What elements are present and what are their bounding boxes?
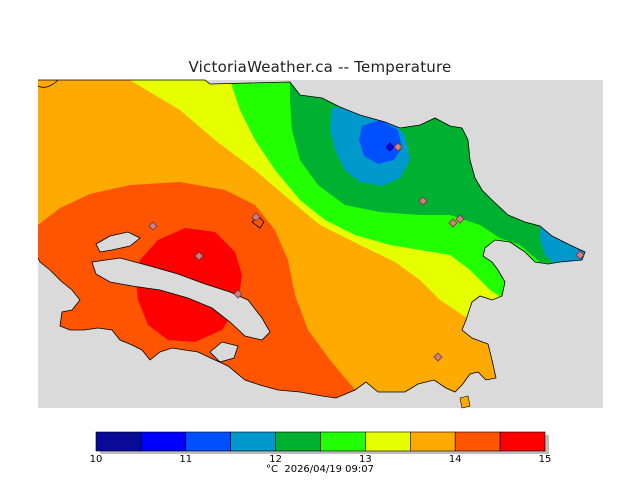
station-marker[interactable] bbox=[148, 221, 158, 231]
station-marker[interactable] bbox=[385, 142, 395, 152]
bay bbox=[209, 341, 239, 363]
small-island bbox=[459, 395, 471, 409]
legend-swatch bbox=[409, 431, 456, 452]
station-marker[interactable] bbox=[418, 196, 428, 206]
inlet-islet bbox=[95, 231, 141, 253]
legend-swatch bbox=[320, 431, 366, 452]
station-marker[interactable] bbox=[233, 289, 243, 299]
legend-tick-label: 11 bbox=[179, 454, 193, 465]
coastline bbox=[37, 79, 586, 399]
harbour-inlet bbox=[91, 257, 271, 341]
station-marker[interactable] bbox=[433, 352, 443, 362]
weather-stations bbox=[148, 142, 585, 362]
legend-swatch bbox=[95, 431, 142, 452]
unit-label: °C bbox=[266, 464, 278, 475]
legend-tick-label: 15 bbox=[538, 454, 552, 465]
legend-swatch bbox=[454, 431, 501, 452]
station-marker[interactable] bbox=[448, 218, 458, 228]
legend-swatch bbox=[185, 431, 232, 452]
legend-swatch bbox=[230, 431, 276, 452]
map-title: VictoriaWeather.ca -- Temperature bbox=[188, 58, 452, 76]
legend-swatch bbox=[140, 431, 187, 452]
legend-swatch bbox=[365, 431, 411, 452]
legend-colorbar bbox=[95, 431, 549, 454]
legend-tick-label: 12 bbox=[269, 454, 282, 465]
northwest-coast bbox=[37, 79, 59, 88]
footer-caption: °C 2026/04/19 09:07 bbox=[0, 464, 640, 475]
station-marker[interactable] bbox=[251, 212, 261, 222]
legend-tick-label: 14 bbox=[448, 454, 462, 465]
station-marker[interactable] bbox=[455, 214, 465, 224]
station-marker[interactable] bbox=[194, 251, 204, 261]
band-11-11.5 bbox=[359, 120, 402, 164]
legend-swatch bbox=[499, 431, 546, 452]
station-marker[interactable] bbox=[575, 250, 585, 260]
legend-tick-label: 10 bbox=[89, 454, 103, 465]
legend-tick-label: 13 bbox=[359, 454, 372, 465]
legend-swatch bbox=[275, 431, 321, 452]
station-marker[interactable] bbox=[393, 142, 403, 152]
timestamp: 2026/04/19 09:07 bbox=[284, 464, 374, 475]
